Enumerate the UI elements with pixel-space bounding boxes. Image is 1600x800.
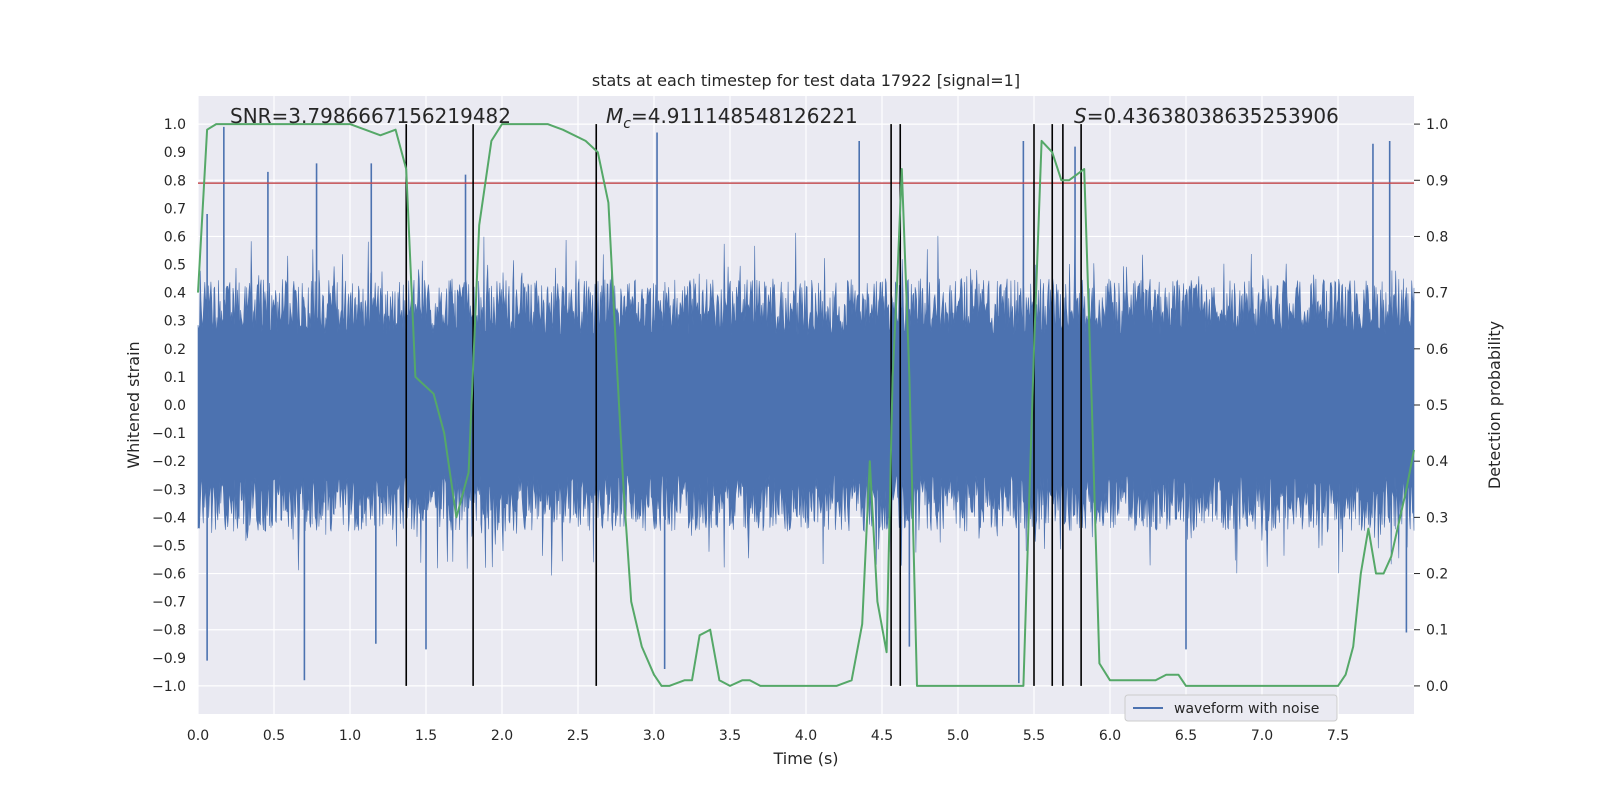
y2-tick-label: 0.2 (1426, 567, 1448, 583)
y2-tick-label: 0.4 (1426, 454, 1448, 470)
x-tick-label: 5.0 (947, 728, 969, 744)
x-tick-label: 0.0 (187, 728, 209, 744)
s-symbol: S (1074, 104, 1087, 128)
annotation-snr: SNR=3.7986667156219482 (230, 104, 511, 128)
x-tick-label: 0.5 (263, 728, 285, 744)
x-tick-label: 3.0 (643, 728, 665, 744)
x-tick-label: 7.0 (1251, 728, 1273, 744)
y2-axis-label: Detection probability (1485, 321, 1504, 489)
x-tick-label: 6.5 (1175, 728, 1197, 744)
y-tick-label: 0.6 (164, 229, 186, 245)
y-tick-label: −0.5 (152, 538, 186, 554)
x-tick-label: 4.5 (871, 728, 893, 744)
mc-subscript: c (623, 116, 631, 132)
x-tick-label: 1.0 (339, 728, 361, 744)
x-tick-label: 2.0 (491, 728, 513, 744)
y-tick-label: −0.9 (152, 651, 186, 667)
legend: waveform with noise (1124, 694, 1338, 722)
y2-tick-label: 0.9 (1426, 173, 1448, 189)
y2-tick-label: 0.5 (1426, 398, 1448, 414)
annotation-s: S=0.43638038635253906 (1074, 104, 1339, 128)
y-tick-label: 0.5 (164, 258, 186, 274)
y-axis-label: Whitened strain (124, 341, 143, 468)
legend-box (1124, 694, 1338, 722)
y2-axis-ticks: 1.0 0.9 0.8 0.7 0.6 0.5 0.4 0.3 0.2 0.1 0.0 (1414, 117, 1448, 695)
y-axis-ticks: 1.0 0.9 0.8 0.7 0.6 0.5 0.4 0.3 0.2 0.1 0.0 −0.1 −0.… (152, 117, 186, 695)
y-tick-label: 1.0 (164, 117, 186, 133)
y2-tick-label: 0.1 (1426, 623, 1448, 639)
annotation-chirp-mass: Mc=4.911148548126221 (606, 104, 858, 132)
series-detection-probability (197, 123, 1415, 687)
chart-title: stats at each timestep for test data 179… (592, 71, 1020, 90)
y-tick-label: −0.4 (152, 510, 186, 526)
y-tick-label: −0.3 (152, 482, 186, 498)
y2-tick-label: 0.8 (1426, 229, 1448, 245)
y-tick-label: 0.9 (164, 145, 186, 161)
x-axis-ticks: 0.0 0.5 1.0 1.5 2.0 2.5 3.0 3.5 4.0 4.5 5.0 5.5 6.0 6… (187, 728, 1349, 744)
y-tick-label: −1.0 (152, 679, 186, 695)
y-tick-label: 0.0 (164, 398, 186, 414)
y2-tick-label: 0.0 (1426, 679, 1448, 695)
series-waveform-with-noise (197, 232, 1415, 581)
x-tick-label: 4.0 (795, 728, 817, 744)
y-tick-label: 0.4 (164, 286, 186, 302)
y2-tick-label: 0.7 (1426, 286, 1448, 302)
y-tick-label: −0.8 (152, 623, 186, 639)
s-value: =0.43638038635253906 (1087, 104, 1339, 128)
y-tick-label: −0.1 (152, 426, 186, 442)
y-tick-label: 0.8 (164, 173, 186, 189)
y-tick-label: −0.6 (152, 567, 186, 583)
y2-tick-label: 0.6 (1426, 342, 1448, 358)
x-tick-label: 7.5 (1327, 728, 1349, 744)
y-tick-label: 0.2 (164, 342, 186, 358)
y-tick-label: −0.2 (152, 454, 186, 470)
x-tick-label: 2.5 (567, 728, 589, 744)
y-tick-label: −0.7 (152, 595, 186, 611)
mc-value: =4.911148548126221 (631, 104, 858, 128)
y-tick-label: 0.1 (164, 370, 186, 386)
y2-tick-label: 1.0 (1426, 117, 1448, 133)
x-tick-label: 3.5 (719, 728, 741, 744)
legend-label: waveform with noise (1174, 701, 1319, 717)
x-tick-label: 5.5 (1023, 728, 1045, 744)
y-tick-label: 0.3 (164, 314, 186, 330)
waveform-spikes (206, 126, 1408, 684)
x-tick-label: 1.5 (415, 728, 437, 744)
x-axis-label: Time (s) (772, 749, 838, 768)
y-tick-label: 0.7 (164, 201, 186, 217)
x-tick-label: 6.0 (1099, 728, 1121, 744)
y2-tick-label: 0.3 (1426, 510, 1448, 526)
mc-symbol: M (606, 104, 623, 128)
